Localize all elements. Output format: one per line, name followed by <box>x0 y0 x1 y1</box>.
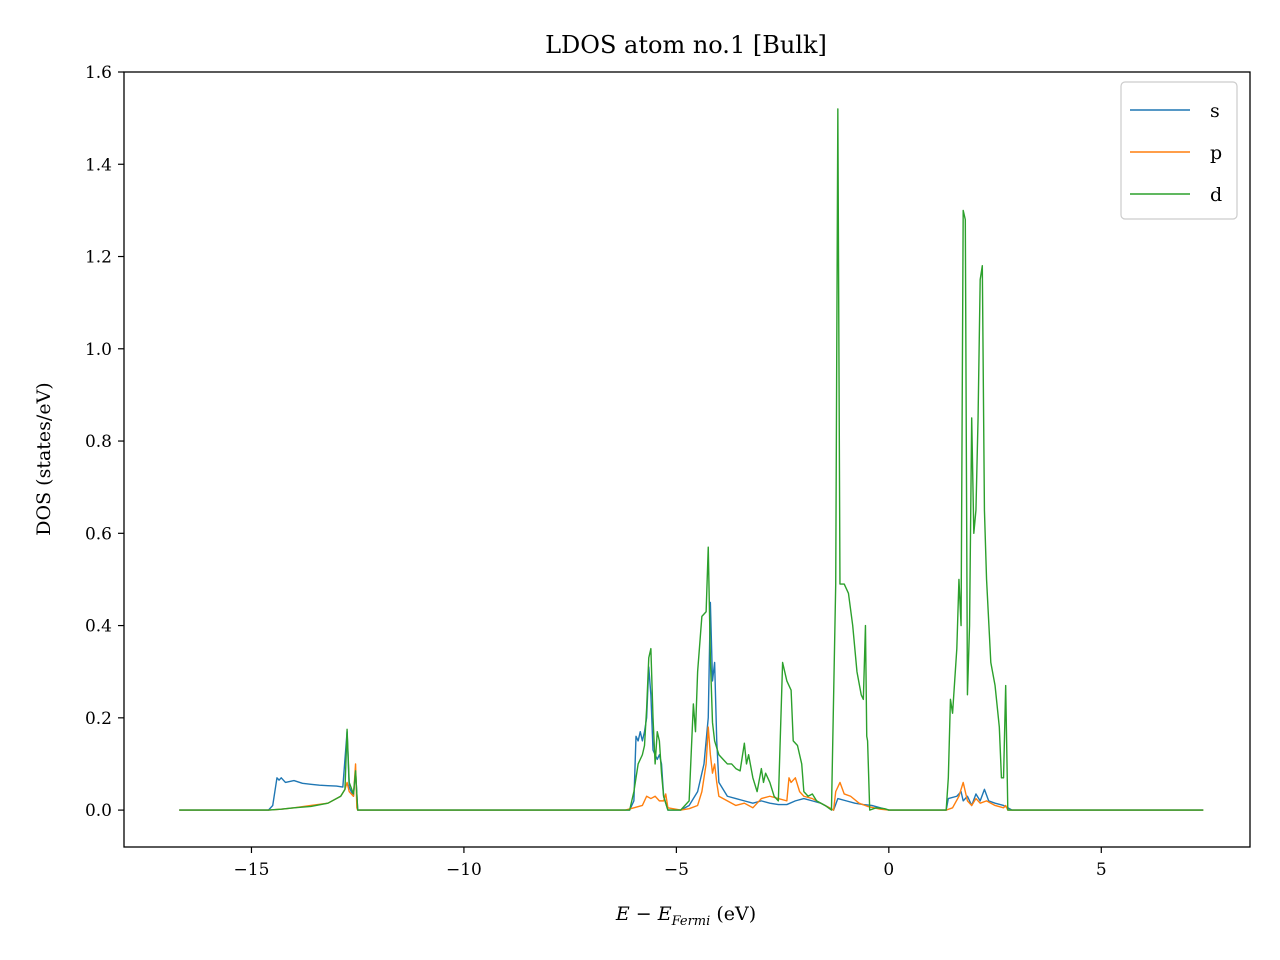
ticks-layer: −15 −10 −5 0 5 0.0 0.2 0.4 0.6 0.8 1.0 1.2 1.4 1.6 <box>85 63 1107 880</box>
legend-entries: spd <box>1130 100 1222 206</box>
y-tick-label: 1.6 <box>85 63 112 83</box>
x-tick-label: −5 <box>664 860 689 880</box>
x-tick-label: 5 <box>1096 860 1107 880</box>
legend-box <box>1120 81 1238 220</box>
y-tick-label: 0.6 <box>85 524 112 544</box>
y-tick-label: 1.0 <box>85 340 112 360</box>
y-tick-label: 0.4 <box>85 617 112 637</box>
y-tick-label: 0.8 <box>85 432 112 452</box>
legend-label-d: d <box>1210 184 1222 206</box>
y-axis-label: DOS (states/eV) <box>33 382 55 535</box>
x-tick-label: −10 <box>446 860 482 880</box>
x-axis-label-unit: (eV) <box>710 903 756 925</box>
y-tick-label: 1.4 <box>85 155 112 175</box>
series-layer <box>179 108 1204 811</box>
x-axis-label: E − EFermi (eV) <box>615 903 756 929</box>
x-tick-label: 0 <box>883 860 894 880</box>
plot-area: −15 −10 −5 0 5 0.0 0.2 0.4 0.6 0.8 1.0 1.2 1.4 1.6 <box>85 63 1251 880</box>
series-line-d <box>179 108 1204 811</box>
legend-label-p: p <box>1210 142 1222 164</box>
plot-frame <box>123 71 1251 848</box>
chart-title: LDOS atom no.1 [Bulk] <box>545 31 827 59</box>
y-tick-label: 0.2 <box>85 709 112 729</box>
x-axis-label-main: E − E <box>615 903 672 925</box>
x-tick-label: −15 <box>234 860 270 880</box>
x-axis-label-subscript: Fermi <box>671 914 711 929</box>
y-tick-label: 1.2 <box>85 248 112 268</box>
legend-label-s: s <box>1210 100 1220 122</box>
y-tick-label: 0.0 <box>85 801 112 821</box>
legend: spd <box>1120 81 1238 220</box>
